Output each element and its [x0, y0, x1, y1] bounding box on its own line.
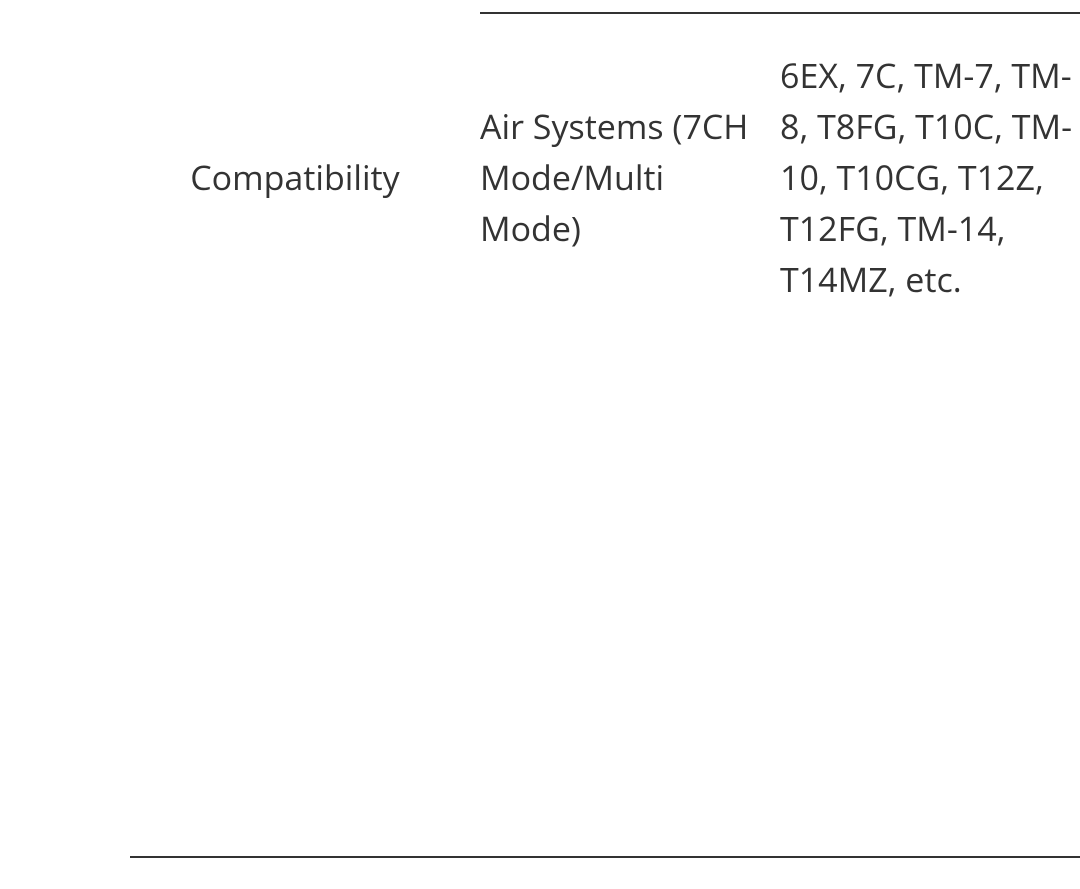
- table-row: Compatibility Air Systems (7CH Mode/Mult…: [130, 0, 1080, 335]
- models-cell: 6EX, 7C, TM-7, TM-8, T8FG, T10C, TM-10, …: [780, 50, 1080, 305]
- row-label-text: Compatibility: [190, 154, 399, 200]
- row-label-cell: Compatibility: [130, 152, 480, 203]
- models-text: 6EX, 7C, TM-7, TM-8, T8FG, T10C, TM-10, …: [780, 52, 1072, 302]
- system-cell: Air Systems (7CH Mode/Multi Mode): [480, 101, 780, 254]
- table-bottom-border: [130, 856, 1080, 858]
- compatibility-table: Compatibility Air Systems (7CH Mode/Mult…: [130, 0, 1080, 335]
- system-text: Air Systems (7CH Mode/Multi Mode): [480, 103, 748, 251]
